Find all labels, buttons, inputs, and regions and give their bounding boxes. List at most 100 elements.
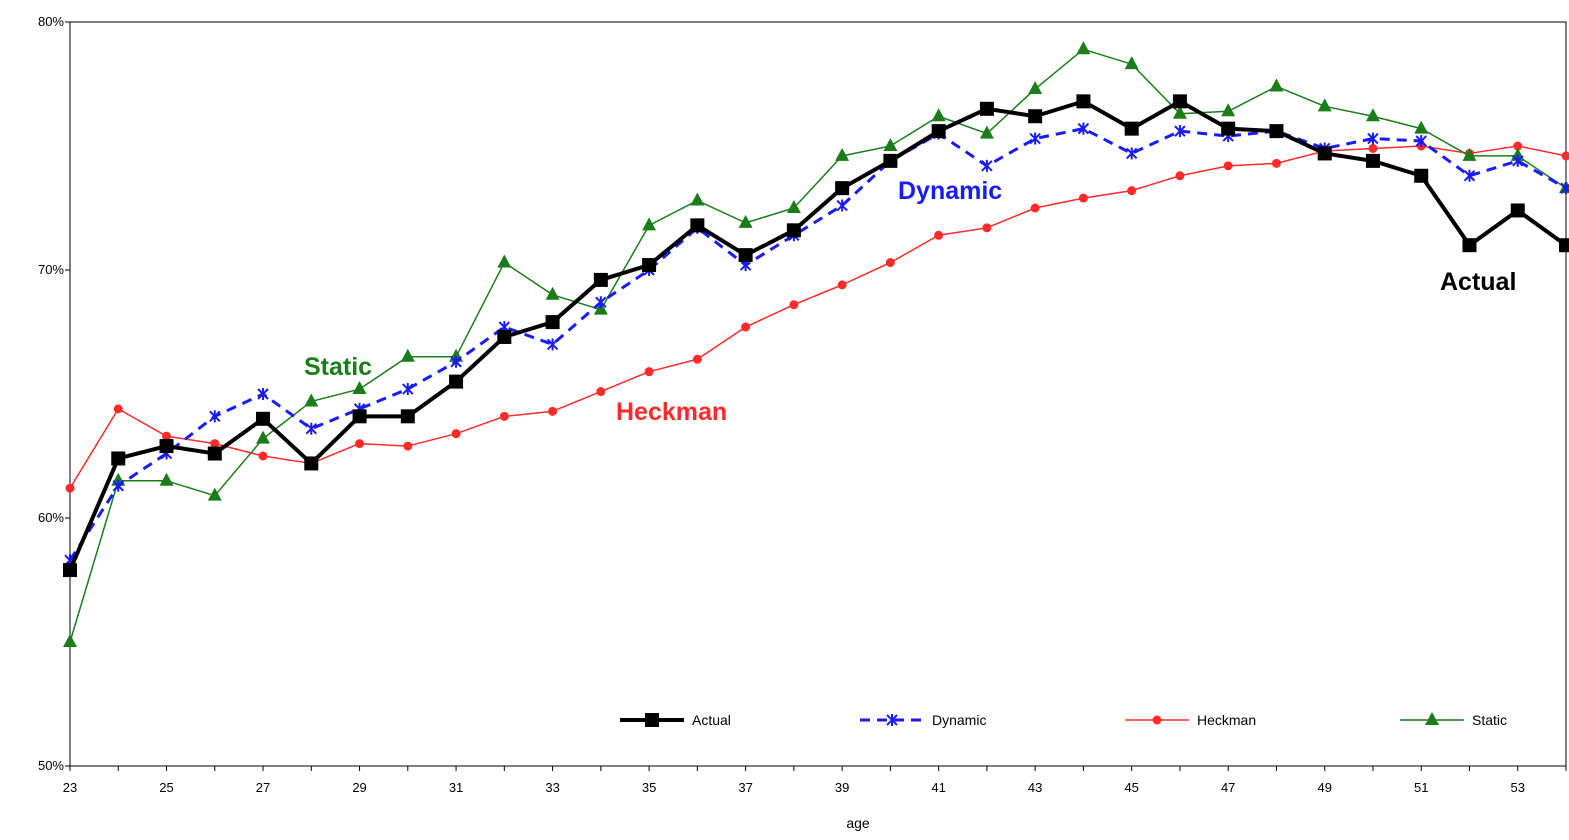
legend-item-dynamic: Dynamic [860, 712, 986, 728]
legend-item-static: Static [1400, 712, 1507, 728]
data-point-dynamic [1029, 132, 1041, 145]
data-point-heckman [499, 411, 509, 421]
x-axis-title: age [846, 815, 870, 831]
data-point-actual [786, 223, 801, 238]
x-tick-label: 49 [1317, 780, 1331, 795]
legend-item-heckman: Heckman [1125, 712, 1256, 728]
data-point-static [835, 147, 850, 161]
x-tick-label: 39 [835, 780, 849, 795]
data-point-actual [593, 272, 608, 287]
x-tick-label: 37 [738, 780, 752, 795]
x-tick-label: 25 [159, 780, 173, 795]
data-point-actual [979, 101, 994, 116]
series-layer [63, 41, 1569, 647]
data-point-static [497, 254, 512, 268]
y-tick-label: 80% [38, 14, 64, 29]
data-point-actual [1076, 94, 1091, 109]
data-point-static [159, 472, 174, 486]
x-tick-label: 27 [256, 780, 270, 795]
data-point-static [304, 393, 319, 407]
x-tick-label: 23 [63, 780, 77, 795]
data-point-heckman [1561, 151, 1569, 161]
data-point-heckman [258, 451, 268, 461]
data-point-static [979, 125, 994, 139]
y-tick-label: 60% [38, 510, 64, 525]
data-point-static [1414, 120, 1429, 134]
data-point-heckman [162, 431, 172, 441]
data-point-actual [449, 374, 464, 389]
data-point-actual [1028, 109, 1043, 124]
data-point-heckman [355, 439, 365, 449]
data-point-actual [1510, 203, 1525, 218]
data-point-actual [545, 315, 560, 330]
annotation-dynamic: Dynamic [898, 177, 1002, 205]
data-point-heckman [1175, 171, 1185, 181]
data-point-static [1269, 78, 1284, 92]
data-point-actual [1414, 168, 1429, 183]
data-point-static [1076, 41, 1091, 55]
data-point-actual [400, 409, 415, 424]
data-point-static [1365, 108, 1380, 122]
data-point-static [352, 381, 367, 395]
data-point-static [931, 108, 946, 122]
data-point-dynamic [836, 199, 848, 212]
data-point-static [1028, 80, 1043, 94]
data-point-actual [690, 218, 705, 233]
x-tick-label: 47 [1221, 780, 1235, 795]
legend-label-dynamic: Dynamic [932, 712, 986, 728]
data-point-heckman [1078, 193, 1088, 203]
data-point-actual [304, 456, 319, 471]
data-point-heckman [1223, 161, 1233, 171]
legend-marker-heckman [1152, 715, 1162, 725]
data-point-actual [931, 124, 946, 139]
data-point-heckman [65, 483, 75, 493]
plot-frame [69, 21, 1567, 767]
data-point-dynamic [257, 388, 269, 400]
data-point-dynamic [1415, 135, 1427, 148]
data-point-heckman [644, 367, 654, 377]
x-tick-label: 35 [642, 780, 656, 795]
data-point-actual [111, 451, 126, 466]
series-line-heckman [69, 145, 1567, 489]
data-point-static [1124, 56, 1139, 70]
data-point-actual [1221, 121, 1236, 136]
series-line-dynamic [68, 127, 1567, 561]
data-point-heckman [692, 354, 702, 364]
data-point-heckman [1127, 186, 1137, 196]
x-tick-label: 31 [449, 780, 463, 795]
data-point-heckman [1368, 143, 1378, 153]
data-point-actual [738, 248, 753, 263]
data-point-static [256, 430, 271, 444]
data-point-dynamic [305, 422, 317, 435]
data-point-actual [207, 446, 222, 461]
x-tick-label: 45 [1124, 780, 1138, 795]
y-tick-label: 50% [38, 758, 64, 773]
data-point-heckman [741, 322, 751, 332]
data-point-actual [1365, 153, 1380, 168]
data-point-heckman [837, 280, 847, 290]
annotations: Static Dynamic Heckman Actual [304, 177, 1516, 426]
x-tick-label: 51 [1414, 780, 1428, 795]
data-point-dynamic [546, 338, 559, 351]
legend-label-static: Static [1472, 712, 1507, 728]
data-point-dynamic [112, 479, 124, 492]
data-point-dynamic [1560, 182, 1569, 195]
annotation-heckman: Heckman [616, 398, 727, 426]
data-point-static [1462, 147, 1477, 161]
data-point-dynamic [595, 296, 607, 309]
data-point-actual [1269, 124, 1284, 139]
data-point-heckman [451, 429, 461, 439]
data-point-heckman [1271, 158, 1281, 168]
legend-marker-dynamic [886, 714, 898, 726]
data-point-static [642, 217, 657, 231]
legend-label-actual: Actual [692, 712, 731, 728]
data-point-heckman [210, 439, 220, 449]
data-point-actual [642, 258, 657, 273]
data-point-actual [497, 329, 512, 344]
data-point-actual [835, 181, 850, 196]
data-point-heckman [1030, 203, 1040, 213]
data-point-actual [1317, 146, 1332, 161]
legend-marker-actual [645, 713, 659, 727]
data-point-static [1172, 105, 1187, 119]
